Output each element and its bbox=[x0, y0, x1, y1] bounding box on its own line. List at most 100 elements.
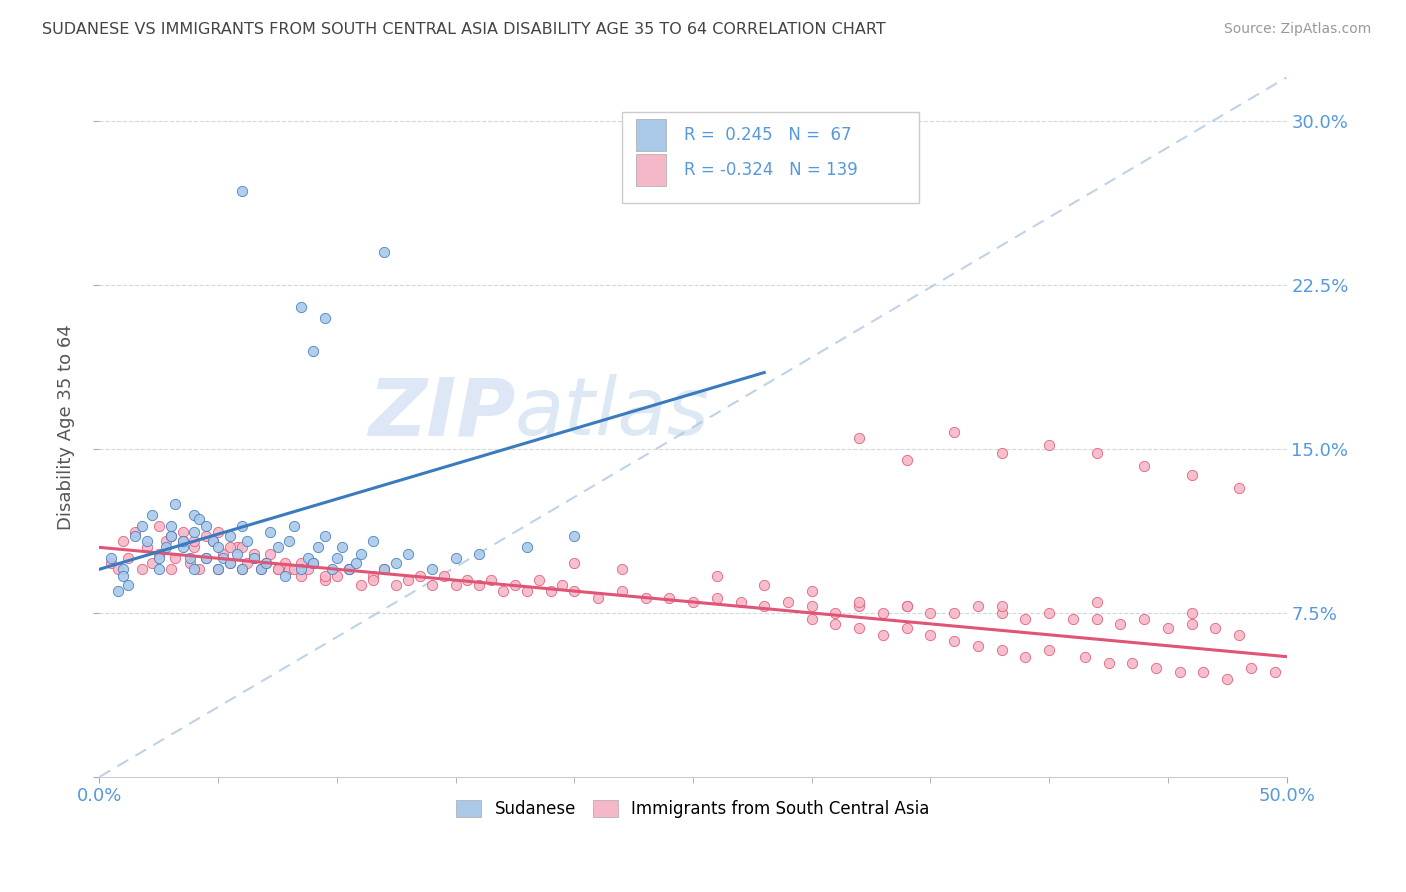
Point bbox=[385, 556, 408, 570]
Point bbox=[776, 595, 799, 609]
Point bbox=[243, 551, 266, 566]
Point bbox=[231, 562, 253, 576]
Point bbox=[207, 541, 229, 555]
Point bbox=[273, 556, 295, 570]
Point bbox=[290, 300, 312, 314]
Text: R = -0.324   N = 139: R = -0.324 N = 139 bbox=[683, 161, 858, 178]
Point bbox=[396, 573, 419, 587]
Point bbox=[848, 621, 870, 635]
Point bbox=[278, 533, 301, 548]
Point bbox=[754, 599, 776, 614]
Point bbox=[350, 547, 373, 561]
Text: ZIP: ZIP bbox=[367, 374, 515, 452]
Point bbox=[172, 524, 194, 539]
Point bbox=[990, 643, 1012, 657]
Text: SUDANESE VS IMMIGRANTS FROM SOUTH CENTRAL ASIA DISABILITY AGE 35 TO 64 CORRELATI: SUDANESE VS IMMIGRANTS FROM SOUTH CENTRA… bbox=[42, 22, 886, 37]
Point bbox=[1038, 437, 1060, 451]
Point bbox=[361, 533, 384, 548]
Point bbox=[1014, 613, 1036, 627]
Point bbox=[172, 533, 194, 548]
Point bbox=[195, 529, 218, 543]
Point bbox=[148, 562, 170, 576]
Point bbox=[1157, 621, 1180, 635]
Point bbox=[266, 562, 288, 576]
Point bbox=[112, 568, 135, 582]
Point bbox=[259, 547, 281, 561]
Point bbox=[235, 556, 257, 570]
Point bbox=[136, 533, 159, 548]
Point bbox=[344, 556, 367, 570]
FancyBboxPatch shape bbox=[621, 112, 918, 203]
Point bbox=[1014, 649, 1036, 664]
Point bbox=[172, 533, 194, 548]
Point bbox=[231, 518, 253, 533]
Point bbox=[1181, 606, 1204, 620]
Point bbox=[1264, 665, 1286, 679]
Point bbox=[131, 518, 153, 533]
Point bbox=[1133, 459, 1156, 474]
Point bbox=[468, 577, 491, 591]
Point bbox=[824, 616, 846, 631]
Point bbox=[148, 547, 170, 561]
Point bbox=[183, 524, 205, 539]
Point bbox=[107, 562, 129, 576]
Point bbox=[243, 551, 266, 566]
Point bbox=[117, 577, 139, 591]
Point bbox=[159, 562, 181, 576]
Point bbox=[1216, 672, 1239, 686]
Point bbox=[219, 556, 242, 570]
Point bbox=[468, 547, 491, 561]
Point bbox=[165, 497, 187, 511]
Point bbox=[1144, 660, 1167, 674]
Point bbox=[165, 551, 187, 566]
Point bbox=[226, 541, 249, 555]
Point bbox=[183, 533, 205, 548]
Point bbox=[1038, 606, 1060, 620]
Point bbox=[800, 584, 823, 599]
Point bbox=[337, 562, 360, 576]
Point bbox=[1121, 657, 1143, 671]
Point bbox=[1109, 616, 1132, 631]
Point bbox=[1062, 613, 1084, 627]
Point bbox=[179, 556, 201, 570]
Y-axis label: Disability Age 35 to 64: Disability Age 35 to 64 bbox=[58, 325, 75, 530]
Point bbox=[586, 591, 609, 605]
Point bbox=[321, 562, 343, 576]
Point bbox=[212, 547, 235, 561]
Point bbox=[1085, 446, 1108, 460]
Point bbox=[634, 591, 657, 605]
Point bbox=[337, 562, 360, 576]
Point bbox=[141, 508, 163, 522]
Point bbox=[1168, 665, 1191, 679]
Point bbox=[202, 533, 225, 548]
Point bbox=[444, 551, 467, 566]
Point bbox=[219, 556, 242, 570]
Point bbox=[314, 310, 336, 325]
Point bbox=[302, 343, 325, 358]
Point bbox=[159, 529, 181, 543]
Point bbox=[314, 529, 336, 543]
Point bbox=[516, 541, 538, 555]
Point bbox=[848, 599, 870, 614]
Point bbox=[1085, 613, 1108, 627]
Point bbox=[290, 562, 312, 576]
Point bbox=[373, 562, 395, 576]
Point bbox=[231, 184, 253, 198]
Point bbox=[195, 518, 218, 533]
Point bbox=[202, 533, 225, 548]
Point bbox=[207, 562, 229, 576]
Point bbox=[254, 556, 277, 570]
Point bbox=[219, 541, 242, 555]
Point bbox=[330, 541, 353, 555]
Point bbox=[503, 577, 526, 591]
Point bbox=[800, 613, 823, 627]
Point bbox=[730, 595, 752, 609]
Point bbox=[361, 568, 384, 582]
Point bbox=[266, 562, 288, 576]
Point bbox=[283, 518, 305, 533]
Point bbox=[943, 606, 966, 620]
Point bbox=[337, 562, 360, 576]
Point bbox=[896, 599, 918, 614]
Point bbox=[226, 547, 249, 561]
Point bbox=[159, 518, 181, 533]
